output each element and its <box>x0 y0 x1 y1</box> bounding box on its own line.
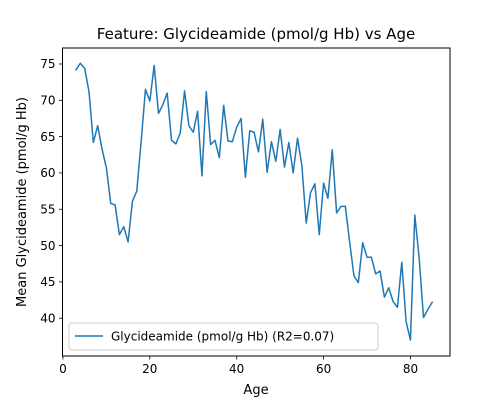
legend-box <box>68 322 379 351</box>
y-tick-label: 40 <box>40 311 55 325</box>
series-line-0 <box>74 62 434 341</box>
y-tick-label: 55 <box>40 202 55 216</box>
y-tick-label: 60 <box>40 166 55 180</box>
x-tick-label: 80 <box>403 362 418 376</box>
x-axis-label: Age <box>243 383 268 398</box>
plot-area <box>62 48 450 356</box>
legend: Glycideamide (pmol/g Hb) (R2=0.07) <box>68 322 379 351</box>
y-tick-label: 65 <box>40 130 55 144</box>
y-axis-ticks: 40 45 50 55 60 65 70 75 <box>40 57 63 325</box>
chart-title: Feature: Glycideamide (pmol/g Hb) vs Age <box>97 25 415 43</box>
y-axis-label: Mean Glycideamide (pmol/g Hb) <box>15 97 30 307</box>
x-axis-ticks: 0 20 40 60 80 <box>59 356 418 376</box>
y-tick-label: 45 <box>40 275 55 289</box>
x-tick-label: 20 <box>142 362 157 376</box>
series-layer <box>74 62 434 341</box>
x-tick-label: 60 <box>316 362 331 376</box>
y-tick-label: 70 <box>40 94 55 108</box>
plot-frame <box>62 47 451 357</box>
x-tick-label: 0 <box>59 362 67 376</box>
legend-label: Glycideamide (pmol/g Hb) (R2=0.07) <box>111 330 334 344</box>
x-tick-label: 40 <box>229 362 244 376</box>
y-tick-label: 50 <box>40 239 55 253</box>
y-tick-label: 75 <box>40 57 55 71</box>
